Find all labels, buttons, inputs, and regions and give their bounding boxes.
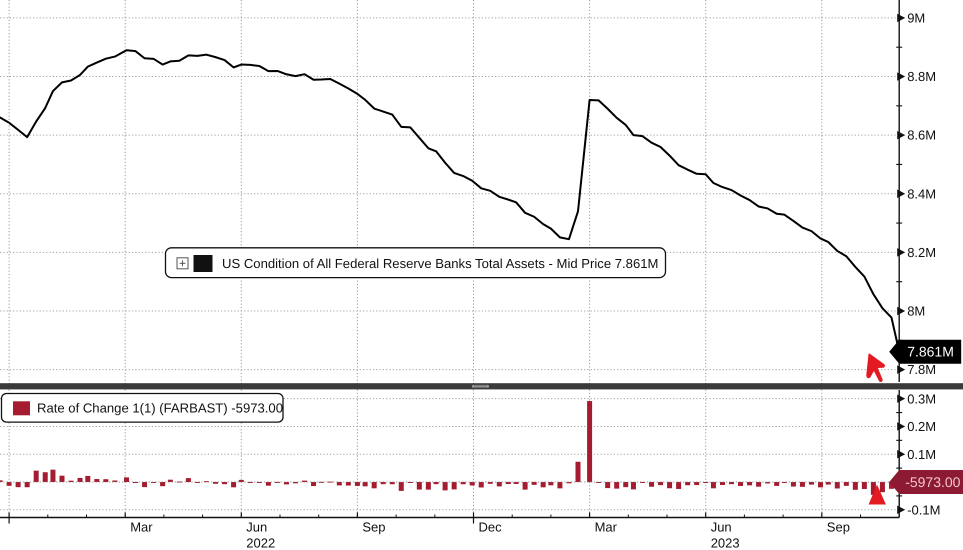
svg-text:2023: 2023 — [711, 536, 740, 550]
svg-text:Mar: Mar — [130, 520, 153, 535]
svg-text:0.1M: 0.1M — [907, 447, 936, 462]
svg-text:8.6M: 8.6M — [907, 128, 936, 143]
svg-text:Mar: Mar — [595, 520, 618, 535]
svg-text:2022: 2022 — [246, 536, 275, 550]
svg-text:Sep: Sep — [827, 520, 850, 535]
svg-text:7.861M: 7.861M — [907, 344, 954, 360]
svg-text:8.8M: 8.8M — [907, 69, 936, 84]
svg-text:Sep: Sep — [362, 520, 385, 535]
svg-text:Jun: Jun — [246, 520, 267, 535]
svg-text:0.3M: 0.3M — [907, 391, 936, 406]
svg-text:9M: 9M — [907, 11, 925, 26]
svg-text:8.4M: 8.4M — [907, 186, 936, 201]
svg-text:8.2M: 8.2M — [907, 245, 936, 260]
svg-text:Jun: Jun — [711, 520, 732, 535]
svg-text:Rate of Change 1(1) (FARBAST): Rate of Change 1(1) (FARBAST) -5973.00 — [37, 401, 283, 416]
svg-text:-5973.00: -5973.00 — [905, 474, 960, 490]
svg-text:0.2M: 0.2M — [907, 419, 936, 434]
svg-text:US Condition of All Federal Re: US Condition of All Federal Reserve Bank… — [222, 256, 658, 271]
svg-text:8M: 8M — [907, 304, 925, 319]
svg-text:Dec: Dec — [479, 520, 503, 535]
svg-text:-0.1M: -0.1M — [907, 502, 940, 517]
svg-text:7.8M: 7.8M — [907, 362, 936, 377]
